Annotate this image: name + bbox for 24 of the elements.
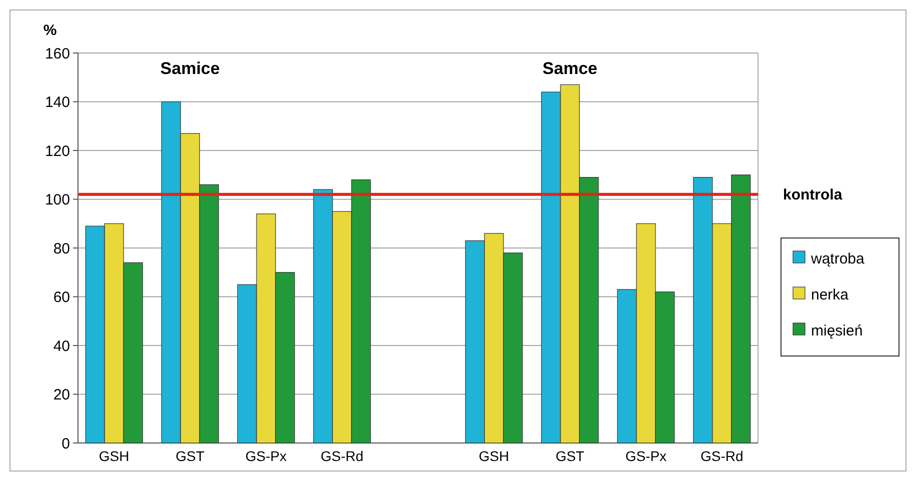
y-tick-label: 120 — [44, 142, 70, 160]
ref-line-label: kontrola — [783, 186, 843, 204]
x-tick-label: GST — [176, 448, 205, 464]
x-tick-label: GSH — [478, 448, 510, 464]
annotation: Samice — [160, 58, 220, 78]
x-tick-label: GS-Rd — [700, 448, 744, 464]
y-tick-label: 140 — [44, 94, 70, 111]
y-tick-label: 0 — [62, 435, 70, 452]
x-tick-label: GST — [556, 448, 585, 464]
legend-label: nerka — [811, 286, 850, 304]
x-tick-label: GSH — [98, 448, 130, 464]
y-axis-title: % — [43, 22, 57, 39]
legend-label: mięsień — [811, 322, 863, 340]
y-tick-label: 100 — [44, 192, 70, 208]
x-tick-label: GS-Rd — [320, 448, 364, 464]
y-tick-label: 40 — [53, 338, 70, 355]
x-tick-label: GS-Px — [245, 448, 287, 464]
x-tick-label: GS-Px — [625, 448, 667, 464]
annotation: Samce — [542, 58, 598, 78]
y-tick-label: 160 — [44, 45, 70, 62]
y-tick-label: 60 — [53, 289, 70, 306]
legend-label: wątroba — [810, 250, 866, 268]
y-tick-label: 80 — [53, 240, 70, 258]
y-tick-label: 20 — [53, 386, 70, 404]
